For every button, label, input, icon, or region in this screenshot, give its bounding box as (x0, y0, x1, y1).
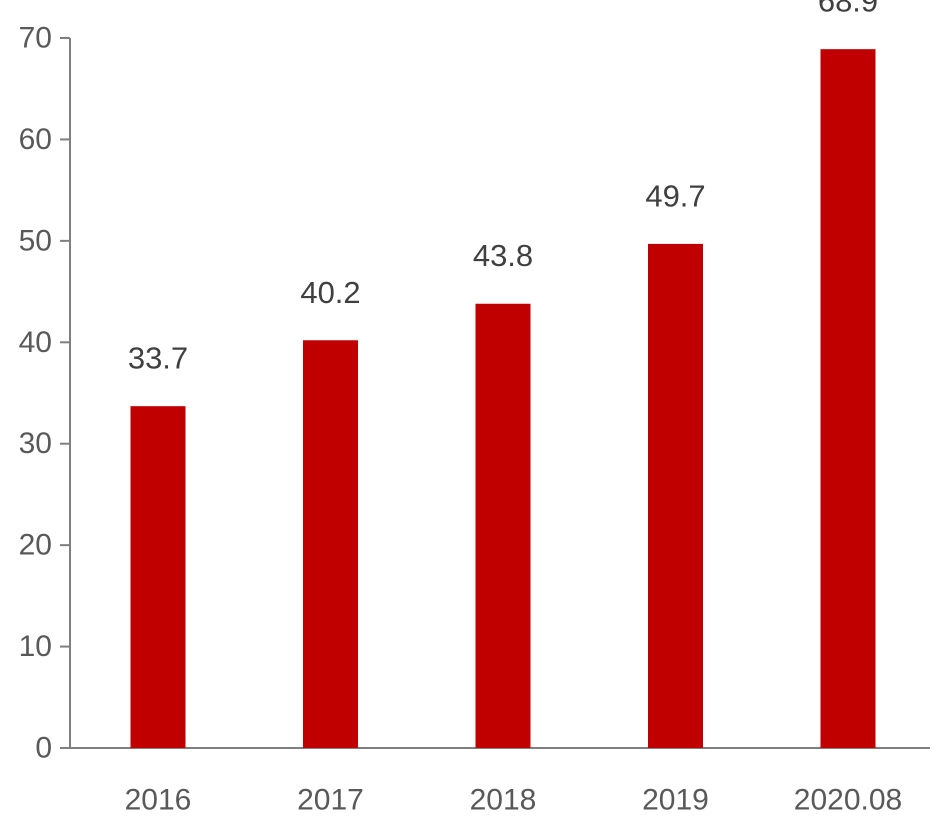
x-tick-label: 2019 (642, 784, 709, 817)
y-tick-label: 30 (19, 427, 52, 460)
y-tick-label: 40 (19, 326, 52, 359)
y-tick-label: 10 (19, 630, 52, 663)
bar-2016 (130, 406, 186, 748)
data-label: 43.8 (473, 238, 533, 273)
y-tick-label: 50 (19, 224, 52, 257)
bar-2020.08 (820, 49, 876, 748)
bar-2017 (303, 340, 358, 748)
x-tick-label: 2016 (125, 784, 192, 817)
x-tick-label: 2017 (297, 784, 364, 817)
y-tick-label: 70 (19, 22, 52, 55)
x-tick-label: 2020.08 (794, 784, 902, 817)
x-tick-label: 2018 (470, 784, 537, 817)
x-axis: 2016 2017 2018 2019 2020.08 (70, 747, 930, 817)
y-tick-label: 60 (19, 123, 52, 156)
bars (130, 49, 876, 748)
data-label: 49.7 (645, 178, 705, 213)
data-label: 33.7 (128, 341, 188, 376)
data-labels: 33.7 40.2 43.8 49.7 68.9 (128, 0, 878, 376)
data-label: 68.9 (818, 0, 878, 19)
bar-2019 (648, 243, 703, 748)
bar-2018 (475, 303, 531, 748)
y-tick-label: 20 (19, 529, 52, 562)
y-tick-label: 0 (35, 732, 52, 765)
data-label: 40.2 (300, 275, 360, 310)
y-axis: 0 10 20 30 40 50 60 70 (19, 22, 71, 765)
